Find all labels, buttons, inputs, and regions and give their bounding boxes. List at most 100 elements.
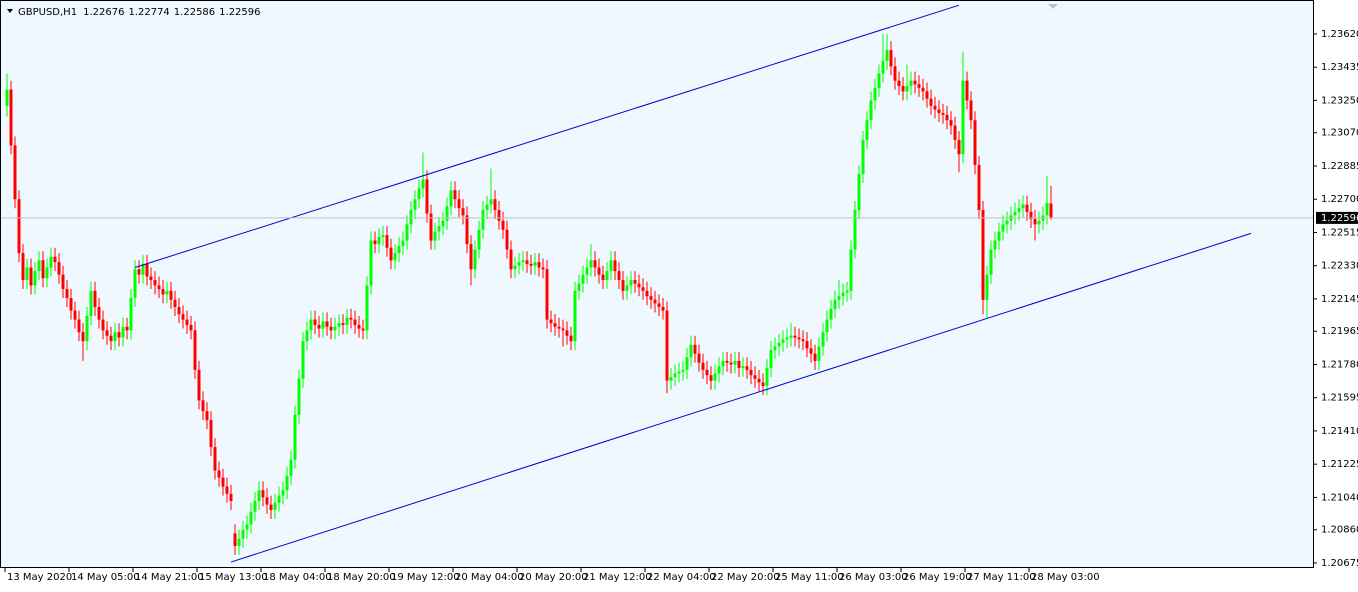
candle-body [497, 209, 501, 221]
candle-body [409, 209, 413, 225]
candle-body [341, 323, 345, 325]
x-tick-label: 22 May 20:00 [711, 572, 780, 583]
y-tick-label: 1.23070 [1321, 128, 1358, 139]
candle-body [821, 332, 825, 347]
candle-body [489, 199, 493, 205]
trendline [134, 4, 960, 268]
candle-body [181, 314, 185, 320]
candle-body [861, 139, 865, 175]
y-tick-label: 1.20860 [1321, 525, 1358, 536]
candle-body [525, 260, 529, 264]
candle-body [549, 319, 553, 324]
candle-body [865, 120, 869, 140]
candle-body [145, 263, 149, 277]
candle-body [57, 262, 61, 275]
candle-body [813, 353, 817, 361]
y-tick-label: 1.20675 [1321, 558, 1358, 569]
candle-body [849, 249, 853, 291]
x-tick-label: 18 May 04:00 [263, 572, 332, 583]
candle-body [693, 344, 697, 354]
candle-body [913, 80, 917, 85]
ohlc-value: 1.22586 [174, 7, 215, 18]
plot-area [0, 0, 1314, 568]
y-tick-label: 1.22700 [1321, 194, 1358, 205]
candle-body [1021, 204, 1025, 209]
candle-body [53, 256, 57, 263]
candle-body [617, 271, 621, 281]
current-price-box [1316, 211, 1358, 224]
candle-body [441, 220, 445, 227]
candle-body [381, 235, 385, 237]
candle-body [541, 267, 545, 270]
candle-body [945, 114, 949, 121]
y-tick-label: 1.22885 [1321, 161, 1358, 172]
candle-body [245, 524, 249, 530]
candle-body [473, 249, 477, 270]
candle-body [445, 206, 449, 221]
candle-body [385, 235, 389, 248]
candle-body [17, 199, 21, 254]
candle-body [65, 289, 69, 299]
candle-body [741, 366, 745, 369]
candle-body [513, 265, 517, 270]
candle-body [193, 330, 197, 370]
candle-body [125, 326, 129, 331]
candle-body [325, 321, 329, 327]
candle-body [765, 368, 769, 387]
y-tick-label: 1.22330 [1321, 261, 1358, 272]
candle-body [697, 353, 701, 363]
candle-body [673, 373, 677, 378]
candle-body [365, 285, 369, 331]
candle-body [681, 369, 685, 372]
candle-body [1017, 208, 1021, 212]
candle-body [457, 199, 461, 209]
candle-body [633, 280, 637, 284]
candle-body [893, 66, 897, 81]
candle-body [717, 366, 721, 374]
candle-body [797, 337, 801, 340]
candle-body [141, 263, 145, 275]
candle-body [941, 112, 945, 115]
candle-body [209, 420, 213, 448]
candle-body [405, 224, 409, 241]
candle-body [901, 86, 905, 92]
candle-body [969, 100, 973, 121]
candle-body [177, 306, 181, 315]
x-tick-label: 14 May 05:00 [71, 572, 140, 583]
x-tick-label: 20 May 04:00 [455, 572, 524, 583]
symbol-menu-arrow[interactable] [7, 9, 13, 13]
x-tick-label: 26 May 03:00 [839, 572, 908, 583]
candle-body [377, 236, 381, 245]
candle-body [293, 414, 297, 460]
candle-body [789, 335, 793, 338]
x-tick-label: 13 May 2020 [7, 572, 72, 583]
candle-body [289, 459, 293, 476]
candle-body [557, 326, 561, 329]
candle-body [953, 125, 957, 140]
x-tick-label: 20 May 20:00 [519, 572, 588, 583]
candle-body [937, 109, 941, 113]
candle-body [425, 179, 429, 214]
candle-body [921, 87, 925, 92]
candle-body [841, 292, 845, 297]
candle-body [721, 360, 725, 367]
candle-body [437, 226, 441, 232]
candle-body [853, 209, 857, 250]
candle-body [957, 139, 961, 155]
candle-body [77, 319, 81, 333]
candle-body [173, 299, 177, 307]
candle-body [1001, 224, 1005, 232]
candle-body [1045, 202, 1049, 216]
candle-body [225, 486, 229, 494]
candle-body [353, 319, 357, 325]
candle-body [613, 260, 617, 272]
candle-body [1029, 211, 1033, 219]
candle-body [593, 260, 597, 268]
candle-body [349, 317, 353, 320]
candle-body [757, 378, 761, 383]
candle-body [257, 490, 261, 501]
candle-body [997, 231, 1001, 241]
candle-body [733, 360, 737, 365]
candle-body [505, 229, 509, 250]
candle-body [205, 411, 209, 421]
